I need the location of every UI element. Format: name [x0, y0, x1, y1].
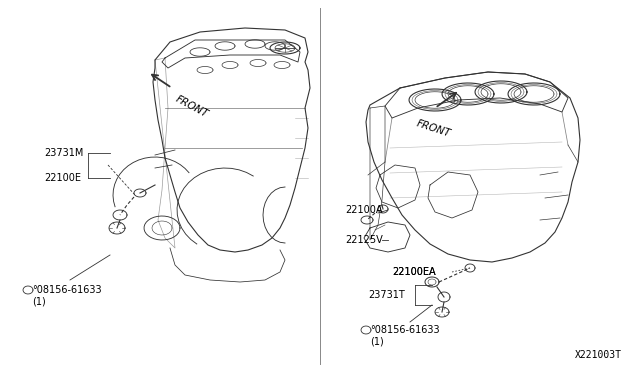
Text: X221003T: X221003T — [575, 350, 622, 360]
Text: 22100A: 22100A — [345, 205, 383, 215]
Text: (1): (1) — [370, 337, 384, 347]
Text: °08156-61633: °08156-61633 — [32, 285, 102, 295]
Text: FRONT: FRONT — [415, 118, 452, 138]
Text: 23731T: 23731T — [368, 290, 404, 300]
Text: 22125V: 22125V — [345, 235, 383, 245]
Text: °08156-61633: °08156-61633 — [370, 325, 440, 335]
Text: 22100EA: 22100EA — [392, 267, 436, 277]
Text: 22100EA: 22100EA — [392, 267, 436, 277]
Text: (1): (1) — [32, 297, 45, 307]
Text: 23731M: 23731M — [44, 148, 83, 158]
Text: FRONT: FRONT — [174, 94, 210, 119]
Text: 22100E: 22100E — [44, 173, 81, 183]
